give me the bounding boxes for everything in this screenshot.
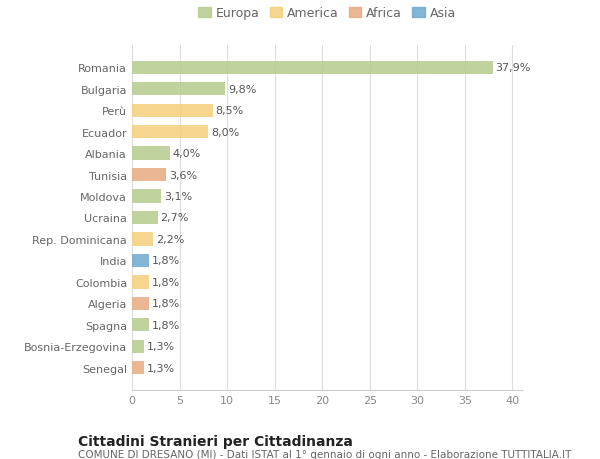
Text: 8,5%: 8,5% [216,106,244,116]
Bar [132,254,149,268]
Text: 1,3%: 1,3% [147,341,175,352]
Bar [132,319,149,332]
Text: 1,8%: 1,8% [152,256,180,266]
Text: 3,1%: 3,1% [164,191,193,202]
Text: 37,9%: 37,9% [496,63,531,73]
Text: COMUNE DI DRESANO (MI) - Dati ISTAT al 1° gennaio di ogni anno - Elaborazione TU: COMUNE DI DRESANO (MI) - Dati ISTAT al 1… [78,449,571,459]
Text: 1,3%: 1,3% [147,363,175,373]
Bar [132,190,161,203]
Bar [132,104,213,118]
Text: 8,0%: 8,0% [211,128,239,137]
Bar [132,62,493,75]
Bar [132,340,145,353]
Bar [132,147,170,161]
Text: Cittadini Stranieri per Cittadinanza: Cittadini Stranieri per Cittadinanza [78,434,353,448]
Bar [132,275,149,289]
Bar [132,83,225,96]
Bar [132,233,153,246]
Bar [132,168,166,182]
Legend: Europa, America, Africa, Asia: Europa, America, Africa, Asia [198,7,456,20]
Text: 3,6%: 3,6% [169,170,197,180]
Text: 1,8%: 1,8% [152,277,180,287]
Text: 1,8%: 1,8% [152,299,180,308]
Text: 9,8%: 9,8% [228,84,256,95]
Bar [132,361,145,375]
Bar [132,297,149,310]
Bar [132,212,158,224]
Bar [132,126,208,139]
Text: 4,0%: 4,0% [173,149,201,159]
Text: 2,2%: 2,2% [156,235,184,245]
Text: 2,7%: 2,7% [161,213,189,223]
Text: 1,8%: 1,8% [152,320,180,330]
